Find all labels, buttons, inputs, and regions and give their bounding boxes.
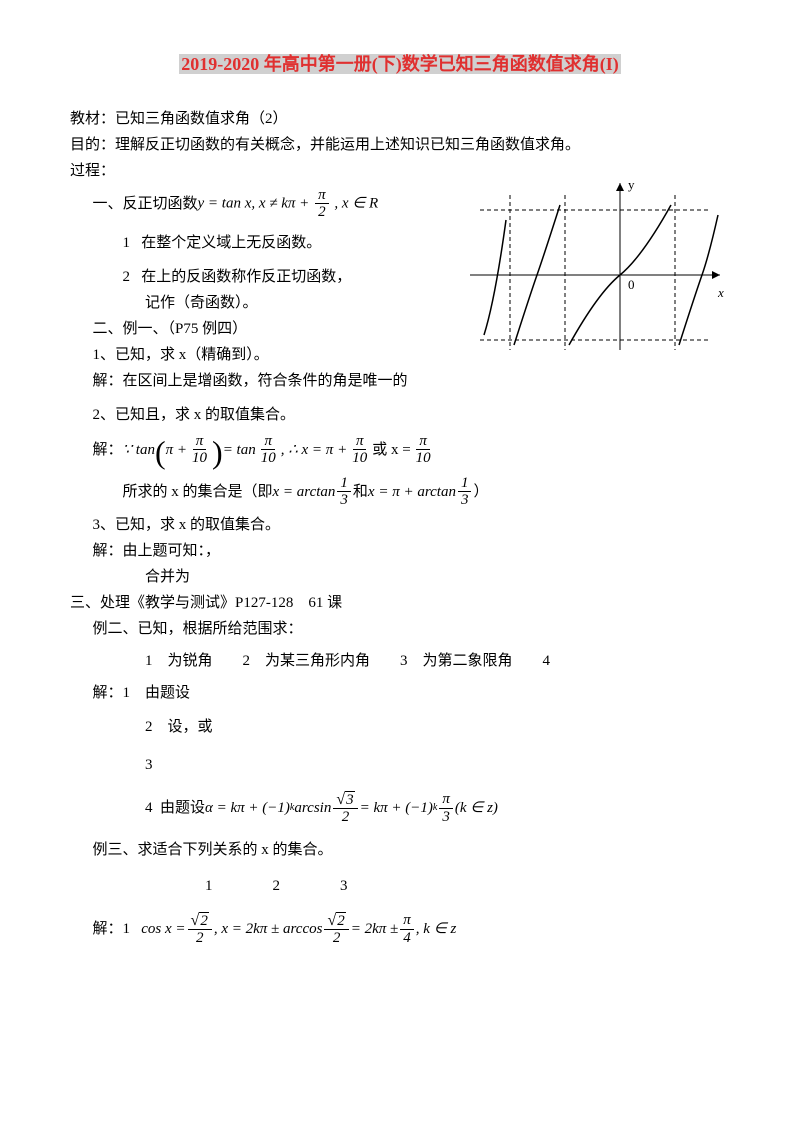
s3-sol: 解：1 由题设 xyxy=(70,681,730,705)
s3-sol-2: 2 设，或 xyxy=(70,715,730,739)
s1-point-2: 2 在上的反函数称作反正切函数， xyxy=(70,265,440,289)
para-objective: 目的：理解反正切函数的有关概念，并能运用上述知识已知三角函数值求角。 xyxy=(70,133,730,157)
page-title: 2019-2020 年高中第一册(下)数学已知三角函数值求角(I) xyxy=(70,50,730,79)
s3-sol-3: 3 xyxy=(70,753,730,777)
tan-graph: y x 0 xyxy=(470,175,730,355)
s3-ex3: 例三、求适合下列关系的 x 的集合。 xyxy=(70,838,730,862)
title-highlight: 2019-2020 年高中第一册(下)数学已知三角函数值求角(I) xyxy=(179,54,620,74)
s1-label: 一、反正切函数 xyxy=(93,192,198,216)
s1-formula: y = tan x, x ≠ kπ + π2 , x ∈ R xyxy=(198,187,379,221)
svg-text:x: x xyxy=(717,285,724,300)
s2-q2: 2、已知且，求 x 的取值集合。 xyxy=(70,403,730,427)
s3-ex2-opts: 1 为锐角 2 为某三角形内角 3 为第二象限角 4 xyxy=(70,649,730,673)
s1-point-2b: 记作（奇函数）。 xyxy=(70,291,440,315)
s2-q2-formula-2: 所求的 x 的集合是（即 x = arctan 13 和 x = π + arc… xyxy=(70,475,730,509)
section-3-header: 三、处理《教学与测试》P127-128 61 课 xyxy=(70,591,730,615)
s3-sol-4: 4 由题设 α = kπ + (−1)k arcsin √3 2 = kπ + … xyxy=(70,791,730,826)
s2-q2-formula-1: 解： ∵ tan ( π + π10 ) = tan π10 , ∴ x = π… xyxy=(70,433,730,467)
s2-q1-sol: 解：在区间上是增函数，符合条件的角是唯一的 xyxy=(70,369,730,393)
para-textbook: 教材：已知三角函数值求角（2） xyxy=(70,107,730,131)
s2-q3: 3、已知，求 x 的取值集合。 xyxy=(70,513,730,537)
s3-ex3-sol: 解：1 cos x = √2 2 , x = 2kπ ± arccos √2 2… xyxy=(70,912,730,947)
s1-point-1: 1 在整个定义域上无反函数。 xyxy=(70,231,440,255)
s3-ex3-nums: 1 2 3 xyxy=(70,874,730,898)
svg-text:y: y xyxy=(628,177,635,192)
section-1-header: 一、反正切函数 y = tan x, x ≠ kπ + π2 , x ∈ R xyxy=(70,187,440,221)
s2-q3-sol2: 合并为 xyxy=(70,565,730,589)
s2-q3-sol: 解：由上题可知：， xyxy=(70,539,730,563)
s3-ex2: 例二、已知，根据所给范围求： xyxy=(70,617,730,641)
svg-text:0: 0 xyxy=(628,277,635,292)
